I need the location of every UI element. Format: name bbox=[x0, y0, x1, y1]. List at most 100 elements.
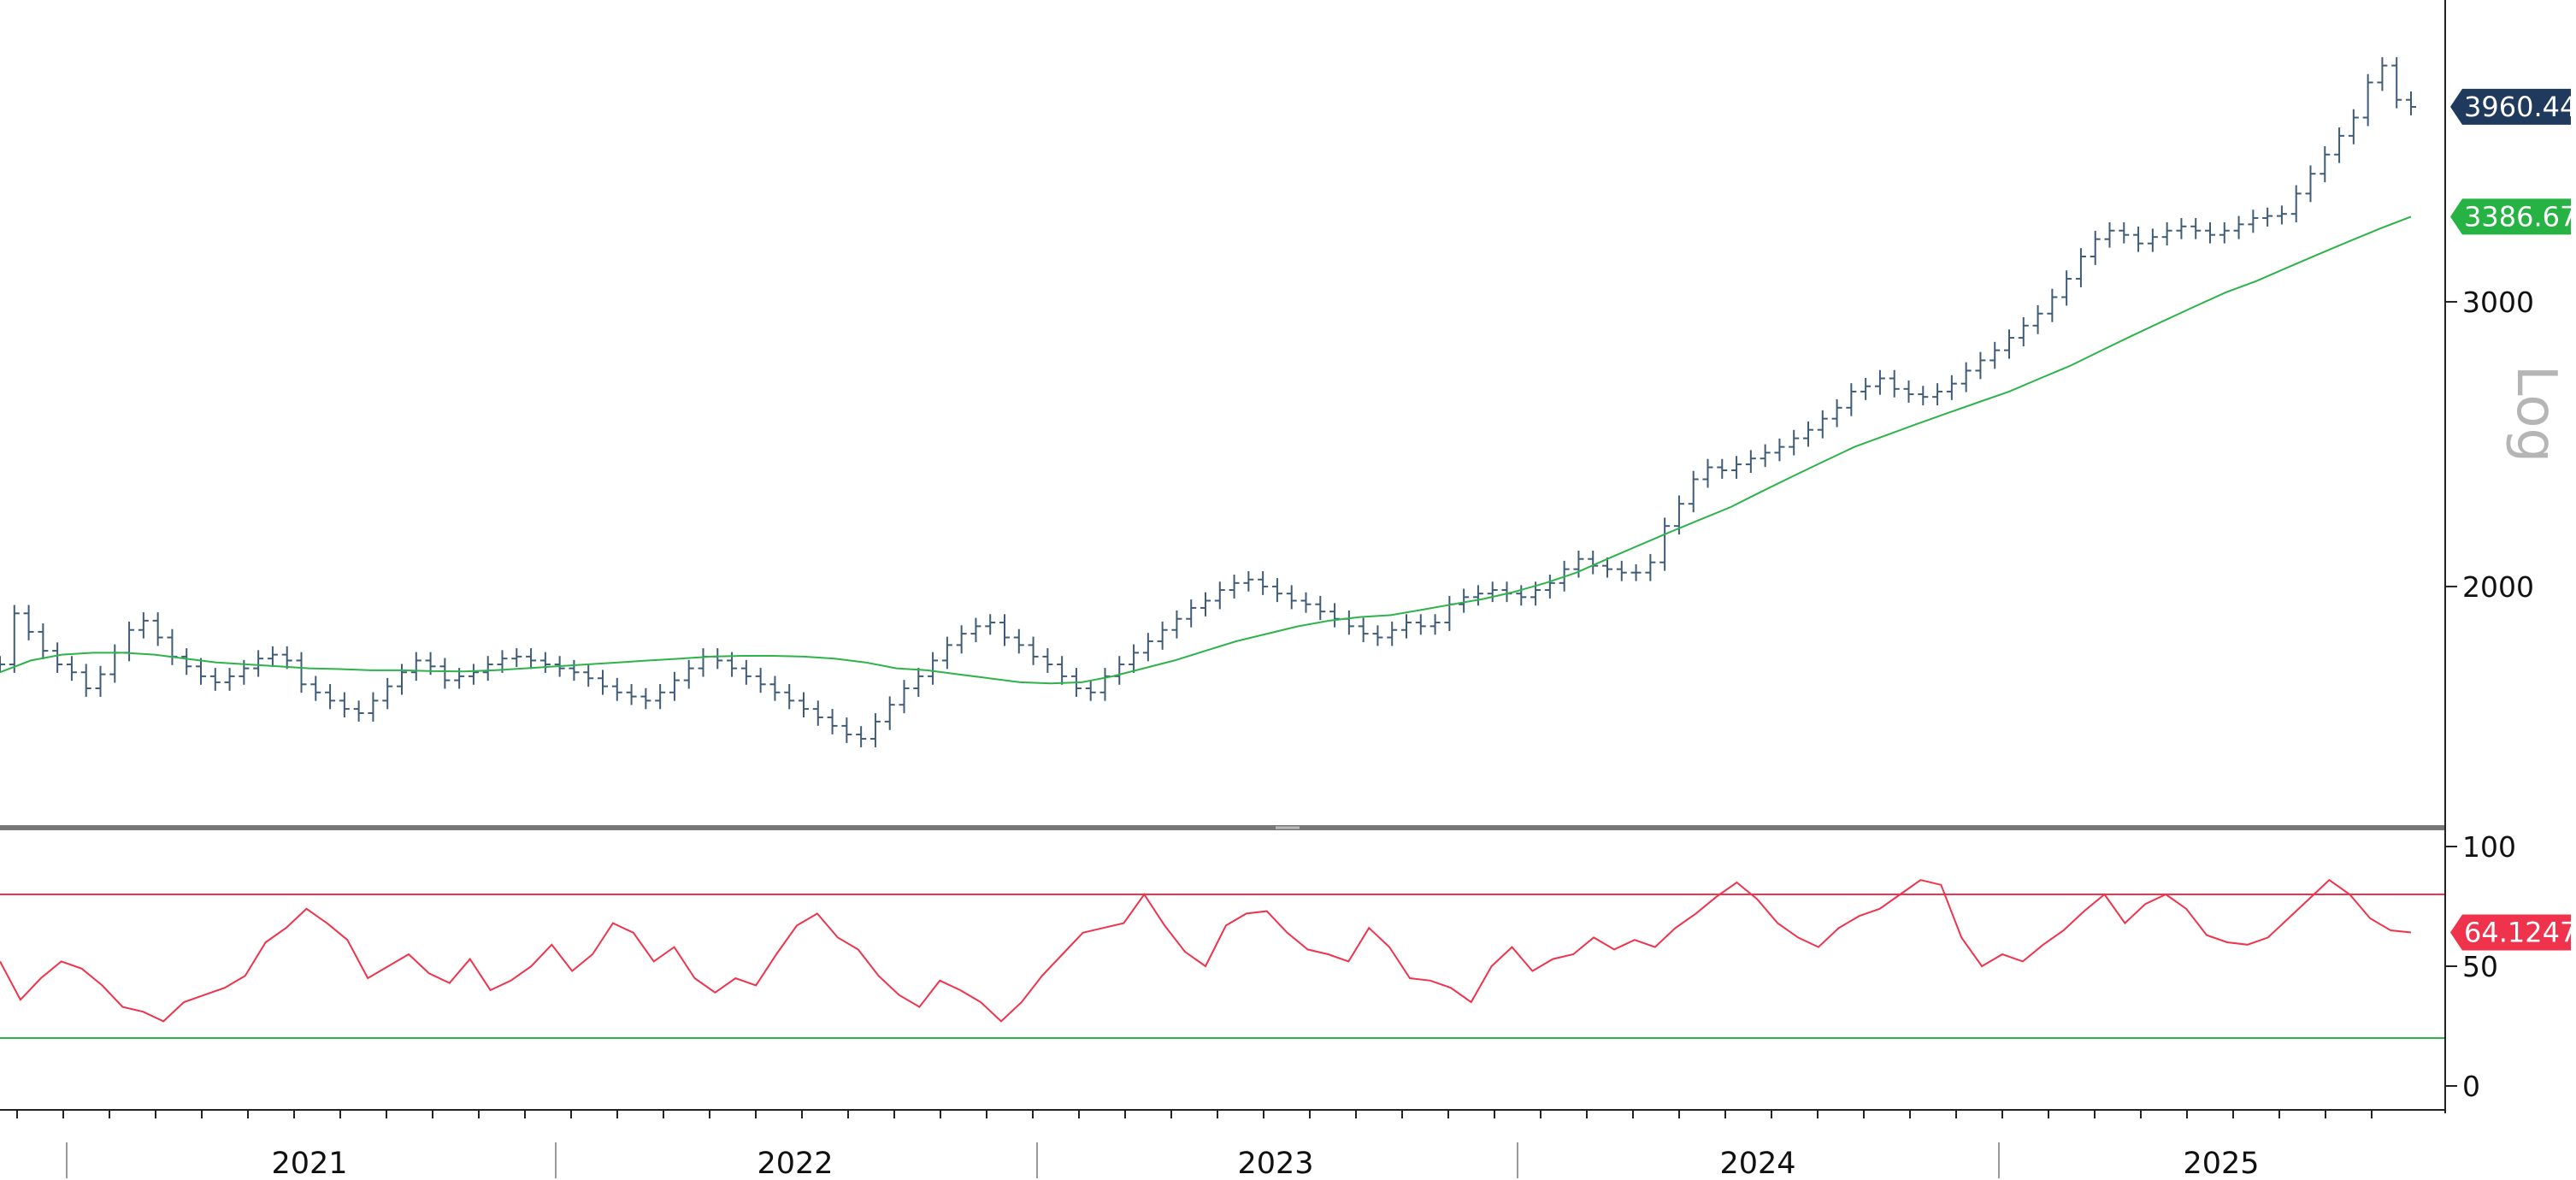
price-bar bbox=[1789, 429, 1800, 456]
price-bar bbox=[2090, 230, 2101, 265]
price-bar bbox=[1387, 621, 1398, 646]
price-bar bbox=[1903, 381, 1914, 403]
price-bar bbox=[884, 696, 895, 730]
ma-last-value-tag: 3386.67 bbox=[2450, 198, 2576, 235]
price-bar bbox=[1688, 470, 1699, 513]
price-bar bbox=[598, 670, 608, 695]
year-label: 2021 bbox=[271, 1147, 347, 1180]
price-bar bbox=[353, 700, 364, 722]
price-bar bbox=[1315, 595, 1326, 621]
price-bar bbox=[196, 658, 206, 685]
price-bar bbox=[1429, 614, 1441, 635]
oscillator-line bbox=[0, 878, 2412, 1023]
price-bar bbox=[1114, 656, 1125, 685]
axes bbox=[0, 0, 2446, 1113]
price-bar bbox=[281, 646, 292, 670]
price-bar bbox=[1803, 421, 1813, 447]
price-bar bbox=[2334, 127, 2345, 163]
svg-text:3386.67: 3386.67 bbox=[2464, 200, 2576, 233]
price-bar bbox=[985, 614, 996, 635]
price-bar bbox=[1028, 636, 1039, 665]
price-bar bbox=[1444, 595, 1455, 631]
price-bar bbox=[1358, 617, 1369, 643]
price-bar bbox=[0, 656, 5, 673]
price-bar bbox=[1774, 438, 1785, 462]
price-bar bbox=[2205, 221, 2215, 244]
price-bar bbox=[1057, 656, 1068, 685]
price-bar bbox=[152, 612, 163, 646]
price-bar bbox=[913, 668, 924, 697]
price-bar bbox=[52, 642, 63, 673]
price-bar bbox=[2348, 109, 2359, 145]
price-bar bbox=[1645, 553, 1656, 581]
price-bar bbox=[569, 659, 580, 681]
price-bar bbox=[1702, 458, 1713, 488]
price-bar bbox=[655, 683, 666, 710]
price-bar bbox=[1372, 625, 1383, 646]
price-bar bbox=[626, 683, 637, 705]
price-bar bbox=[2362, 74, 2373, 127]
price-bar bbox=[124, 621, 135, 662]
price-bar bbox=[827, 709, 838, 735]
price-bar bbox=[1630, 563, 1642, 581]
price-bar bbox=[683, 659, 694, 689]
price-bar bbox=[1258, 570, 1269, 595]
price-bar bbox=[2119, 221, 2130, 244]
price-bar bbox=[2104, 221, 2115, 248]
price-bar bbox=[1516, 585, 1527, 606]
price-bar bbox=[23, 605, 34, 640]
price-bar bbox=[712, 648, 723, 670]
price-bar bbox=[1975, 351, 1986, 380]
price-bar bbox=[2147, 228, 2158, 252]
price-bar bbox=[2190, 218, 2202, 239]
price-bar bbox=[2161, 221, 2172, 246]
x-axis-labels: 2021 2022 2023 2024 2025 bbox=[16, 1110, 2373, 1180]
price-bar bbox=[325, 683, 336, 710]
price-bar bbox=[439, 658, 451, 689]
price-bar bbox=[1889, 369, 1900, 398]
price-bar bbox=[2290, 185, 2302, 223]
price-bar bbox=[611, 677, 622, 701]
price-bar bbox=[539, 652, 551, 673]
price-bar bbox=[1573, 550, 1584, 578]
price-bar bbox=[2176, 218, 2187, 239]
svg-text:3960.44: 3960.44 bbox=[2464, 91, 2576, 123]
price-bar bbox=[1932, 383, 1943, 406]
price-bar bbox=[253, 650, 264, 677]
price-bar bbox=[66, 656, 77, 681]
price-bar bbox=[1129, 644, 1140, 673]
price-bar bbox=[2004, 329, 2014, 359]
price-bar bbox=[2320, 145, 2331, 183]
price-bar bbox=[2133, 226, 2144, 252]
price-bar bbox=[2248, 209, 2259, 233]
price-bar bbox=[1659, 517, 1671, 571]
price-bar bbox=[1401, 614, 1412, 639]
price-bar bbox=[2276, 205, 2287, 225]
price-bar bbox=[1099, 668, 1111, 701]
price-panel bbox=[0, 56, 2416, 747]
log-scale-label[interactable]: Log bbox=[2504, 365, 2567, 463]
price-bar bbox=[526, 648, 537, 670]
price-last-value-tag: 3960.44 bbox=[2450, 88, 2576, 125]
price-bar bbox=[1329, 603, 1341, 628]
price-bar bbox=[1960, 362, 1972, 392]
price-bar bbox=[1717, 458, 1728, 479]
price-bar bbox=[95, 665, 106, 697]
price-bar bbox=[1229, 575, 1240, 599]
price-bar bbox=[941, 636, 952, 670]
price-bar bbox=[2018, 317, 2029, 346]
price-bar bbox=[841, 717, 852, 743]
price-bar bbox=[1415, 614, 1426, 635]
price-bar bbox=[9, 605, 20, 673]
price-bar bbox=[410, 652, 421, 681]
price-bar bbox=[1157, 621, 1168, 650]
price-bar bbox=[1745, 450, 1756, 473]
price-bars bbox=[0, 56, 2416, 747]
price-bar bbox=[296, 652, 307, 693]
price-bar bbox=[1946, 375, 1957, 400]
price-bar bbox=[382, 677, 393, 710]
price-bar bbox=[1487, 581, 1498, 603]
price-bar bbox=[856, 726, 867, 747]
price-bar bbox=[899, 680, 910, 714]
